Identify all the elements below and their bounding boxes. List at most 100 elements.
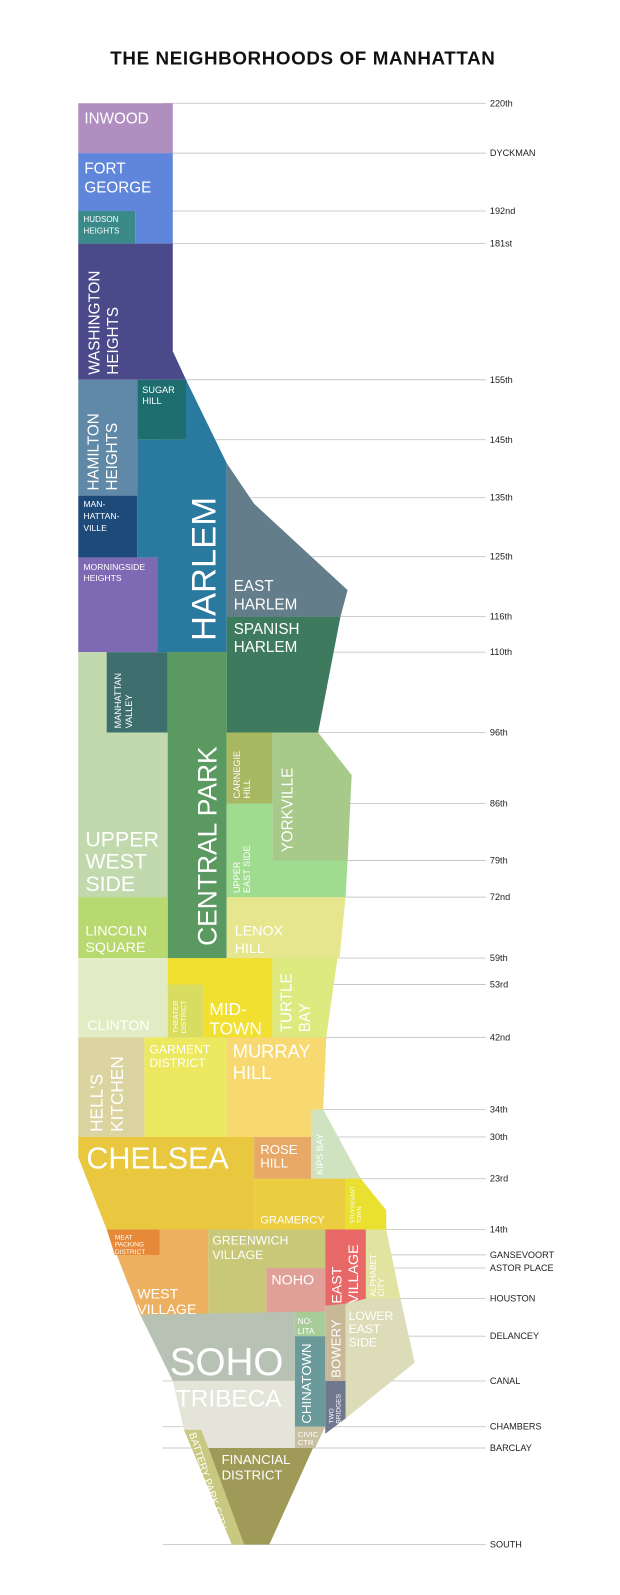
neighborhood-hell-s-kitchen[interactable]: HELL'SKITCHEN [78, 1037, 145, 1137]
neighborhood-spanish-harlem[interactable]: SPANISH HARLEM [226, 616, 341, 733]
neighborhood-lenox-hill[interactable]: LENOX HILL [226, 897, 346, 959]
region-meat-packing-district[interactable] [106, 1229, 160, 1255]
neighborhood-chelsea[interactable]: CHELSEA [78, 1136, 255, 1230]
region-murray-hill[interactable] [226, 1037, 327, 1137]
neighborhood-turtle-bay[interactable]: TURTLEBAY [272, 958, 338, 1038]
region-lincoln-square[interactable] [78, 897, 168, 959]
street-label-110th: 110th [490, 647, 512, 657]
neighborhood-east-harlem[interactable]: EAST HARLEM [226, 463, 348, 617]
region-chelsea[interactable] [78, 1136, 255, 1230]
neighborhood-garment-district[interactable]: GARMENT DISTRICT [144, 1037, 227, 1137]
label-line: SOHO [170, 1341, 284, 1384]
region-carnegie-hill[interactable] [226, 732, 273, 804]
region-central-park[interactable] [167, 652, 227, 959]
neighborhood-hudson-heights[interactable]: HUDSON HEIGHTS [78, 211, 136, 244]
region-manhattanville[interactable] [78, 495, 138, 558]
neighborhood-lincoln-square[interactable]: LINCOLN SQUARE [78, 897, 168, 959]
region-spanish-harlem[interactable] [226, 616, 341, 733]
region-stuyvesant-town[interactable] [345, 1178, 387, 1230]
region-bowery[interactable] [325, 1303, 346, 1381]
region-midtown[interactable] [167, 958, 273, 1038]
neighborhood-inwood[interactable]: INWOOD [78, 103, 173, 154]
region-battery-park-city[interactable] [183, 1429, 244, 1545]
region-lower-east-side[interactable] [345, 1298, 415, 1419]
neighborhood-manhattan-valley[interactable]: MANHATTANVALLEY [106, 652, 168, 733]
neighborhood-east-village[interactable]: EASTVILLAGE [325, 1229, 366, 1306]
region-financial-district[interactable] [208, 1447, 314, 1545]
label-line: LINCOLN [85, 924, 147, 940]
neighborhood-alphabet-city[interactable]: ALPHABETCITY [365, 1229, 401, 1299]
label-line: HARLEM [234, 639, 298, 656]
neighborhood-two-bridges[interactable]: TWOBRIDGES [325, 1380, 346, 1434]
region-rose-hill[interactable] [254, 1136, 312, 1179]
neighborhood-theater-district[interactable]: THEATERDISTRICT [167, 984, 204, 1038]
neighborhood-midtown[interactable]: MID-TOWN [167, 958, 273, 1038]
street-label-30th: 30th [490, 1132, 508, 1142]
neighborhood-rose-hill[interactable]: ROSE HILL [254, 1136, 312, 1179]
neighborhood-nolita[interactable]: NO-LITA [294, 1311, 326, 1337]
label-line: MORNINGSIDE [83, 562, 145, 572]
neighborhood-yorkville[interactable]: YORKVILLE [272, 732, 352, 861]
region-nolita[interactable] [294, 1311, 326, 1337]
neighborhood-civic-center[interactable]: CIVIC CTR [294, 1426, 326, 1448]
region-kips-bay[interactable] [311, 1109, 361, 1179]
region-gramercy[interactable] [254, 1178, 346, 1230]
region-east-harlem[interactable] [226, 463, 348, 617]
neighborhood-clinton[interactable]: CLINTON [78, 958, 168, 1038]
region-two-bridges[interactable] [325, 1380, 346, 1434]
region-theater-district[interactable] [167, 984, 204, 1038]
neighborhood-chinatown[interactable]: CHINATOWN [294, 1336, 326, 1427]
neighborhood-morningside-heights[interactable]: MORNINGSIDE HEIGHTS [78, 557, 158, 653]
neighborhood-manhattanville[interactable]: MAN- HATTAN- VILLE [78, 495, 138, 558]
neighborhood-kips-bay[interactable]: KIPS BAY [311, 1109, 361, 1179]
region-soho[interactable] [140, 1311, 295, 1381]
region-harlem[interactable] [137, 379, 227, 653]
region-manhattan-valley[interactable] [106, 652, 168, 733]
region-chinatown[interactable] [294, 1336, 326, 1427]
neighborhood-carnegie-hill[interactable]: CARNEGIEHILL [226, 732, 273, 804]
neighborhood-harlem[interactable]: HARLEM [137, 379, 227, 653]
region-sugar-hill[interactable] [137, 379, 186, 440]
neighborhood-bowery[interactable]: BOWERY [325, 1303, 346, 1381]
region-hell-s-kitchen[interactable] [78, 1037, 145, 1137]
region-fort-george[interactable] [78, 153, 173, 244]
region-hudson-heights[interactable] [78, 211, 136, 244]
region-yorkville[interactable] [272, 732, 352, 861]
region-lenox-hill[interactable] [226, 897, 346, 959]
region-morningside-heights[interactable] [78, 557, 158, 653]
label-stuyvesant-town: STUYVESANTTOWN [351, 1186, 363, 1224]
neighborhood-financial-district[interactable]: FINANCIAL DISTRICT [208, 1447, 314, 1545]
neighborhood-stuyvesant-town[interactable]: STUYVESANTTOWN [345, 1178, 387, 1230]
region-washington-heights[interactable] [78, 243, 186, 380]
region-civic-center[interactable] [294, 1426, 326, 1448]
region-turtle-bay[interactable] [272, 958, 338, 1038]
neighborhood-sugar-hill[interactable]: SUGAR HILL [137, 379, 186, 440]
region-inwood[interactable] [78, 103, 173, 154]
label-line: ALPHABET [369, 1254, 378, 1296]
neighborhood-lower-east-side[interactable]: LOWER EAST SIDE [345, 1298, 415, 1419]
region-hamilton-heights[interactable] [78, 379, 138, 496]
street-label-96th: 96th [490, 728, 508, 738]
neighborhood-murray-hill[interactable]: MURRAY HILL [226, 1037, 327, 1137]
neighborhood-gramercy[interactable]: GRAMERCY [254, 1178, 346, 1230]
neighborhood-upper-east-side[interactable]: UPPEREAST SIDE [226, 803, 348, 898]
neighborhood-hamilton-heights[interactable]: HAMILTONHEIGHTS [78, 379, 138, 496]
neighborhood-central-park[interactable]: CENTRAL PARK [167, 652, 227, 959]
region-garment-district[interactable] [144, 1037, 227, 1137]
label-line: CHINATOWN [299, 1343, 314, 1423]
neighborhood-greenwich-village[interactable]: GREENWICH VILLAGE [208, 1229, 326, 1315]
region-greenwich-village[interactable] [208, 1229, 326, 1315]
region-clinton[interactable] [78, 958, 168, 1038]
region-upper-east-side[interactable] [226, 803, 348, 898]
region-tribeca[interactable] [172, 1380, 295, 1448]
neighborhood-noho[interactable]: NOHO [266, 1268, 326, 1315]
neighborhood-meat-packing-district[interactable]: MEAT PACKING DISTRICT [106, 1229, 160, 1256]
region-east-village[interactable] [325, 1229, 366, 1306]
region-noho[interactable] [266, 1268, 326, 1315]
label-line: CENTRAL PARK [192, 746, 222, 946]
region-alphabet-city[interactable] [365, 1229, 401, 1299]
neighborhood-fort-george[interactable]: FORT GEORGE [78, 153, 173, 244]
neighborhood-soho[interactable]: SOHO [140, 1311, 295, 1384]
neighborhood-washington-heights[interactable]: WASHINGTONHEIGHTS [78, 243, 186, 380]
neighborhood-tribeca[interactable]: TRIBECA [172, 1380, 295, 1448]
